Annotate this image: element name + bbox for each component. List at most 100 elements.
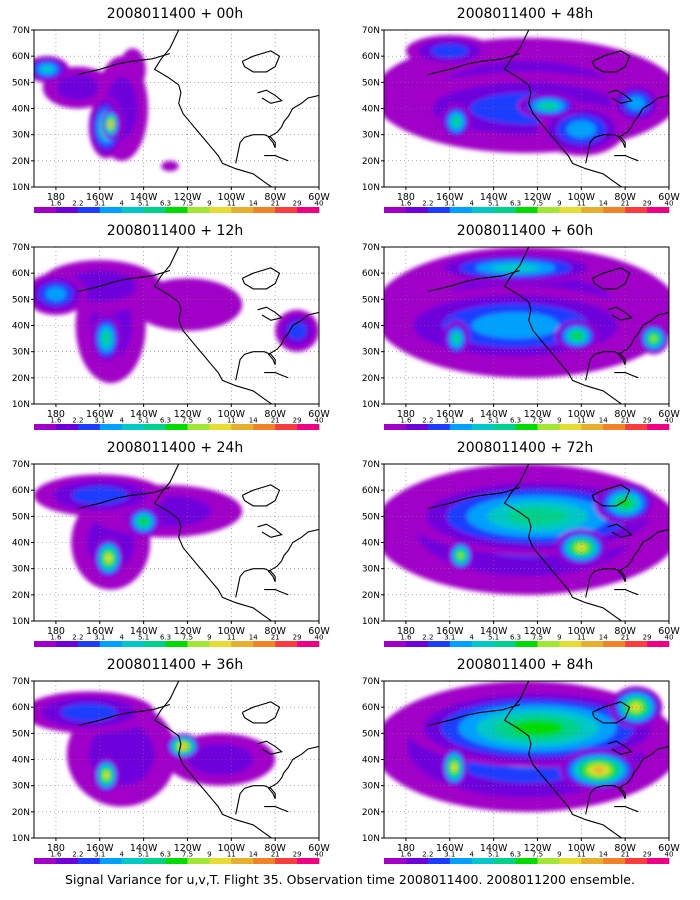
colorbar: 1.6 2.2 3.1 4 5.1 6.3 7.5 9 11 14 21 29 40 [384,851,673,864]
colorbar-label: 6.3 [160,417,171,425]
variance-contour [491,263,540,273]
coastline [77,464,319,621]
colorbar-swatch [603,641,626,647]
colorbar-swatch [187,858,210,864]
lat-tick-label: 20N [12,157,30,167]
colorbar-swatch [297,207,320,213]
colorbar-swatch [405,641,429,647]
colorbar-swatch [275,207,298,213]
lon-tick-label: 100W [218,626,246,637]
lon-tick-label: 180 [47,626,65,637]
lat-tick-label: 30N [362,565,380,575]
colorbar-swatch [253,858,276,864]
variance-map: 180 160W 140W 120W 100W 80W 60W 70N 60N 50N 40N 30N… [362,243,680,430]
colorbar-label: 1.6 [400,851,412,859]
colorbar-label: 6.3 [510,634,521,642]
lat-tick-label: 50N [362,512,380,522]
lat-tick-label: 40N [12,322,30,332]
lat-tick-label: 60N [12,269,30,279]
colorbar-swatch [559,207,582,213]
variance-contour [45,287,67,302]
variance-contour [650,335,657,342]
colorbar-swatch [121,641,144,647]
colorbar-label: 14 [249,200,258,208]
lon-tick-label: 120W [174,192,202,203]
colorbar-swatch [77,641,101,647]
colorbar-swatch [187,424,210,430]
coastline [427,464,669,621]
colorbar-swatch [405,207,429,213]
lon-tick-label: 80W [614,409,636,420]
colorbar-swatch [581,207,604,213]
colorbar-label: 7.5 [532,851,543,859]
colorbar-label: 29 [643,200,652,208]
lat-tick-label: 10N [362,183,380,193]
map-panel: 2008011400 + 12h 180 160W 140W 120W 100W 80W 60… [0,217,350,433]
colorbar-swatch [231,207,254,213]
colorbar-swatch [187,641,210,647]
colorbar-label: 6.3 [510,417,521,425]
colorbar-swatch [625,207,648,213]
lat-tick-label: 10N [362,617,380,627]
lat-tick-label: 20N [12,374,30,384]
colorbar-label: 14 [599,634,608,642]
colorbar-label: 1.6 [50,417,62,425]
panel-title: 2008011400 + 36h [106,657,244,673]
colorbar-label: 11 [227,634,236,642]
colorbar-swatch [253,424,276,430]
lat-tick-label: 20N [12,808,30,818]
colorbar-label: 21 [271,417,280,425]
lon-tick-label: 80W [264,843,286,854]
lat-tick-label: 60N [12,52,30,62]
map-panel: 2008011400 + 00h 180 160W 140W 120W 100W 80W 60… [0,0,350,216]
colorbar-label: 29 [643,417,652,425]
variance-contour [458,552,464,559]
lon-tick-label: 60W [658,843,680,854]
colorbar-label: 1.6 [400,634,412,642]
colorbar-swatch [581,641,604,647]
colorbar-swatch [581,858,604,864]
lon-tick-label: 180 [47,192,65,203]
colorbar-label: 1.6 [50,634,62,642]
colorbar-swatch [55,858,79,864]
colorbar-swatch [77,858,101,864]
colorbar-label: 6.3 [510,851,521,859]
colorbar: 1.6 2.2 3.1 4 5.1 6.3 7.5 9 11 14 21 29 40 [34,634,323,647]
colorbar-label: 7.5 [532,417,543,425]
lat-tick-label: 30N [12,348,30,358]
lat-tick-label: 30N [12,565,30,575]
colorbar-label: 4 [119,417,124,425]
colorbar-label: 21 [271,851,280,859]
colorbar-label: 6.3 [160,200,171,208]
colorbar-swatch [209,207,232,213]
colorbar: 1.6 2.2 3.1 4 5.1 6.3 7.5 9 11 14 21 29 40 [384,200,674,213]
variance-contour [452,117,460,126]
lon-tick-label: 180 [397,192,415,203]
lon-tick-label: 80W [614,843,636,854]
colorbar-swatch [625,641,648,647]
colorbar-label: 14 [249,417,258,425]
colorbar-swatch [99,858,122,864]
colorbar-label: 5.1 [488,851,499,859]
colorbar-label: 1.6 [400,200,412,208]
coastline [427,30,669,187]
colorbar-label: 5.1 [138,851,149,859]
lon-tick-label: 60W [308,192,330,203]
colorbar-label: 1.6 [50,200,62,208]
colorbar-label: 40 [665,200,674,208]
lon-tick-label: 80W [264,626,286,637]
variance-contour [287,321,307,340]
colorbar: 1.6 2.2 3.1 4 5.1 6.3 7.5 9 11 14 21 29 40 [34,851,323,864]
colorbar-swatch [99,424,122,430]
lat-tick-label: 40N [12,756,30,766]
variance-contour [511,720,564,736]
variance-map: 180 160W 140W 120W 100W 80W 60W 70N 60N 50N 40N 30N… [12,677,330,864]
lon-tick-label: 140W [130,192,158,203]
variance-map: 180 160W 140W 120W 100W 80W 60W 70N 60N 50N 40N 30N… [362,460,680,647]
colorbar-label: 7.5 [182,200,193,208]
lon-tick-label: 80W [264,409,286,420]
variance-contour [71,486,128,505]
colorbar-label: 40 [665,634,674,642]
lon-tick-label: 160W [436,626,464,637]
lon-tick-label: 60W [308,626,330,637]
